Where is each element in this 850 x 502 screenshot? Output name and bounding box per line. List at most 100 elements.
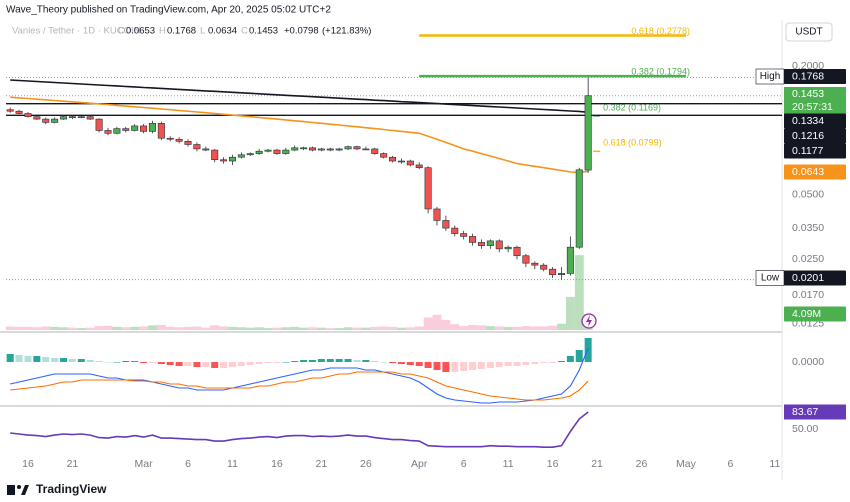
high-tag: High [760, 71, 781, 82]
current-price: 0.1453 [792, 88, 824, 100]
volume-value: 4.09M [792, 308, 821, 320]
macd-histogram-bar [104, 362, 112, 363]
volume-bar [130, 326, 140, 330]
macd-histogram-bar [513, 362, 521, 366]
volume-value-bg [784, 306, 846, 322]
volume-bar [334, 328, 344, 330]
x-tick-label: 16 [22, 458, 34, 470]
macd-histogram-bar [157, 362, 165, 364]
logo-part [7, 485, 15, 495]
volume-bar [94, 326, 104, 330]
candle-body [317, 148, 325, 151]
candle-body [246, 153, 254, 156]
logo-part [17, 485, 21, 489]
fib-label: 0.618 (0.2778) [631, 26, 690, 36]
macd-histogram-bar [353, 360, 361, 362]
candle-body [557, 273, 565, 276]
macd-histogram-bar [504, 362, 512, 366]
volume-bar [290, 326, 300, 330]
macd-histogram-bar [371, 361, 379, 362]
x-tick-label: 21 [316, 458, 328, 470]
volume-bar [174, 327, 184, 330]
candle-body [397, 160, 405, 163]
publisher: Wave_Theory published on TradingView.com… [6, 5, 331, 16]
macd-histogram-bar [469, 362, 477, 370]
volume-bar [32, 327, 42, 330]
y-tick-label: 50.00 [792, 423, 818, 435]
volume-bar [219, 326, 229, 330]
candle-body [442, 220, 450, 229]
macd-histogram-bar [389, 362, 397, 363]
rsi-value-bg [784, 404, 846, 420]
ohlc-value: 0.1768 [167, 26, 196, 37]
candle-body [549, 268, 557, 276]
volume-bar [530, 326, 540, 330]
candle-body [477, 242, 485, 246]
macd-histogram-bar [86, 360, 94, 362]
macd-histogram-bar [228, 362, 236, 367]
x-tick-label: 6 [185, 458, 191, 470]
candle-body [157, 123, 165, 139]
candle-body [113, 128, 121, 134]
volume-bar [361, 327, 371, 330]
x-tick-label: 6 [461, 458, 467, 470]
macd-histogram-bar [77, 359, 85, 362]
volume-bar [139, 326, 149, 330]
volume-bar [183, 326, 193, 330]
candle-body [166, 137, 174, 140]
volume-bar [156, 324, 166, 330]
candle-body [513, 246, 521, 257]
x-tick-label: Mar [135, 458, 154, 470]
volume-bar [503, 326, 513, 330]
macd-histogram-bar [95, 361, 103, 362]
macd-histogram-bar [42, 357, 50, 362]
change-pct: (+121.83%) [322, 26, 371, 37]
volume-bar [468, 324, 478, 330]
volume-bar [388, 326, 398, 330]
candle-body [575, 169, 583, 248]
price-line-value: 0.1177 [792, 145, 823, 157]
candle-body [140, 125, 148, 132]
volume-bar [308, 327, 318, 330]
candle-body [77, 116, 85, 118]
macd-histogram-bar [184, 362, 192, 366]
x-tick-label: May [676, 458, 697, 470]
volume-bar [192, 326, 202, 330]
macd-histogram-bar [460, 362, 468, 371]
macd-histogram-bar [549, 362, 557, 363]
candle-body [68, 116, 76, 118]
low-value-bg [784, 270, 846, 286]
volume-bar [281, 327, 291, 330]
x-tick-label: 11 [769, 458, 780, 470]
change: +0.0798 [284, 26, 319, 37]
currency[interactable]: USDT [795, 27, 822, 38]
volume-bar [201, 327, 211, 330]
x-tick-label: 26 [360, 458, 372, 470]
candle-body [255, 150, 263, 154]
macd-histogram-bar [575, 350, 583, 362]
x-tick-label: 16 [547, 458, 559, 470]
volume-bar [210, 325, 220, 330]
macd-histogram-bar [131, 361, 139, 362]
macd-histogram-bar [566, 356, 574, 362]
x-tick-label: 26 [636, 458, 648, 470]
macd-line [10, 371, 589, 401]
candle-body [380, 153, 388, 158]
candle-body [6, 109, 14, 112]
volume-bar [565, 296, 575, 330]
logo-part [21, 485, 29, 495]
macd-histogram-bar [291, 361, 299, 362]
currency-button[interactable] [785, 22, 833, 42]
volume-bar [236, 327, 246, 330]
volume-bar [316, 327, 326, 330]
macd-histogram-bar [486, 362, 494, 368]
candle-body [237, 154, 245, 158]
volume-bar [85, 327, 95, 330]
rsi-line [10, 411, 589, 448]
candle-body [273, 149, 281, 154]
macd-histogram-bar [477, 362, 485, 369]
candle-body [228, 156, 236, 162]
candle-body [353, 146, 361, 150]
volume-bar [14, 326, 24, 330]
candle-body [389, 156, 397, 162]
